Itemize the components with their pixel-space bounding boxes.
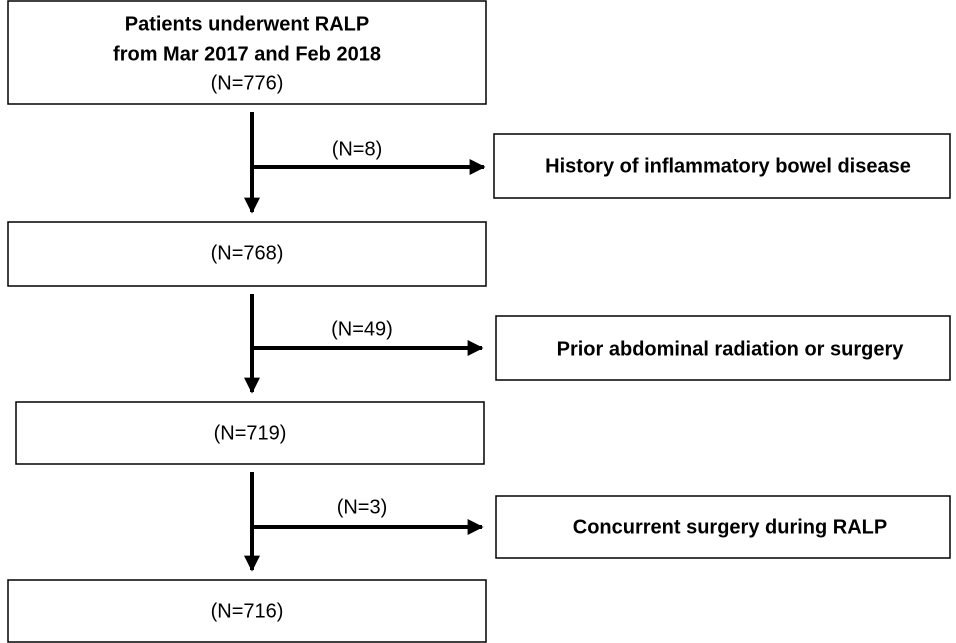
exclusion-reason: Concurrent surgery during RALP	[573, 516, 887, 538]
exclusion-count: (N=8)	[332, 138, 383, 160]
exclusion-reason: History of inflammatory bowel disease	[545, 155, 911, 177]
node-box	[7, 579, 487, 643]
node-count: (N=776)	[211, 72, 284, 94]
node-count: (N=719)	[214, 422, 287, 444]
node-count: (N=768)	[211, 242, 284, 264]
node-text: Patients underwent RALP	[125, 13, 369, 35]
exclusion-box	[493, 133, 951, 199]
node-text: from Mar 2017 and Feb 2018	[113, 43, 381, 65]
node-box	[7, 0, 487, 105]
node-box	[7, 221, 487, 287]
exclusion-box	[495, 495, 951, 559]
node-count: (N=716)	[211, 600, 284, 622]
exclusion-count: (N=3)	[337, 496, 388, 518]
node-box	[15, 401, 485, 465]
exclusion-count: (N=49)	[331, 318, 393, 340]
exclusion-reason: Prior abdominal radiation or surgery	[557, 338, 905, 360]
exclusion-box	[495, 315, 951, 381]
